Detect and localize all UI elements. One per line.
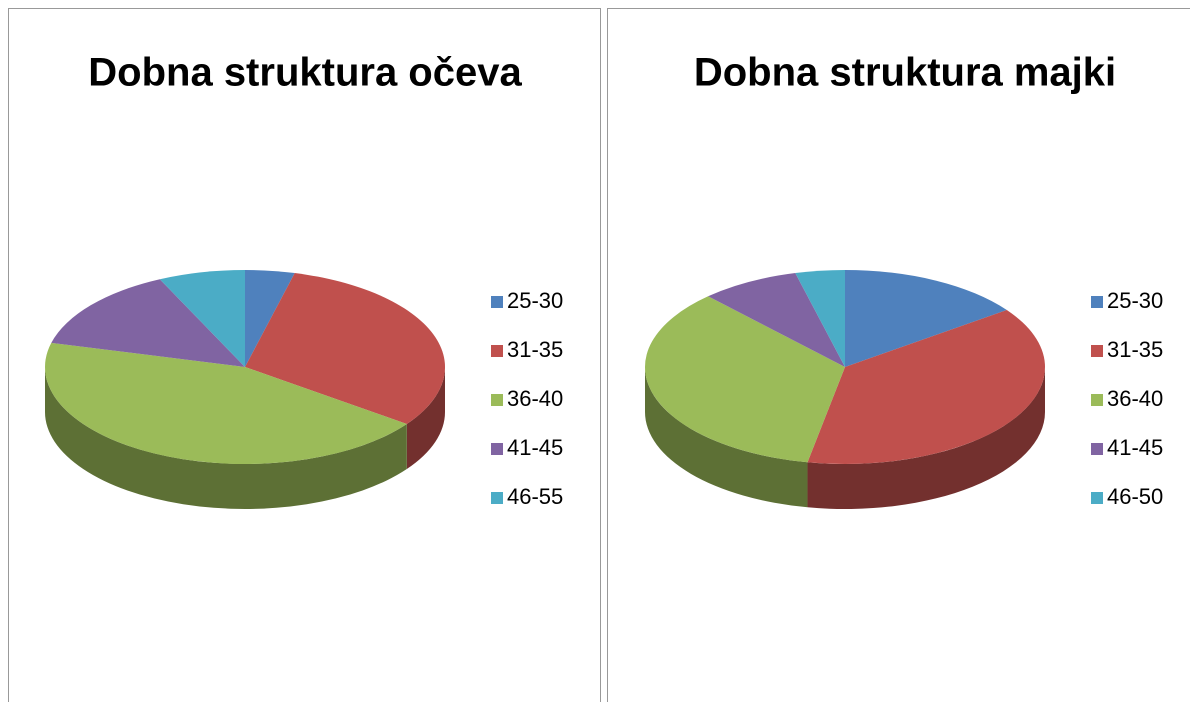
legend-label: 36-40 — [507, 386, 563, 411]
panel-border — [8, 8, 601, 702]
pie-slice — [245, 270, 295, 367]
pie-slice — [795, 270, 845, 367]
legend-swatch — [1091, 394, 1103, 406]
legend-swatch — [491, 296, 503, 308]
legend-label: 25-30 — [1107, 288, 1163, 313]
pie-slice — [44, 342, 407, 464]
legend-swatch — [1091, 345, 1103, 357]
pie-slice — [807, 309, 1046, 464]
legend-label: 46-50 — [1107, 484, 1163, 509]
legend-label: 41-45 — [507, 435, 563, 460]
pie-slice — [245, 273, 446, 425]
legend-swatch — [491, 443, 503, 455]
legend-label: 31-35 — [507, 337, 563, 362]
legend-swatch — [491, 492, 503, 504]
legend-label: 41-45 — [1107, 435, 1163, 460]
pie-slice — [708, 273, 845, 367]
chart-title: Dobna struktura očeva — [88, 51, 522, 95]
pie-slice — [644, 296, 845, 463]
panel-border — [607, 8, 1190, 702]
pie-slice — [51, 279, 245, 367]
chart-title: Dobna struktura majki — [694, 51, 1116, 95]
pie-slice — [159, 270, 245, 367]
legend-swatch — [491, 394, 503, 406]
legend-label: 31-35 — [1107, 337, 1163, 362]
legend-swatch — [1091, 296, 1103, 308]
pie-slice — [845, 270, 1007, 367]
pie-side — [645, 367, 808, 508]
legend-label: 25-30 — [507, 288, 563, 313]
pie-side — [406, 367, 445, 470]
legend-swatch — [1091, 492, 1103, 504]
legend-swatch — [1091, 443, 1103, 455]
pie-side — [807, 367, 1045, 509]
pie-side — [45, 367, 407, 509]
legend-label: 36-40 — [1107, 386, 1163, 411]
legend-swatch — [491, 345, 503, 357]
legend-label: 46-55 — [507, 484, 563, 509]
